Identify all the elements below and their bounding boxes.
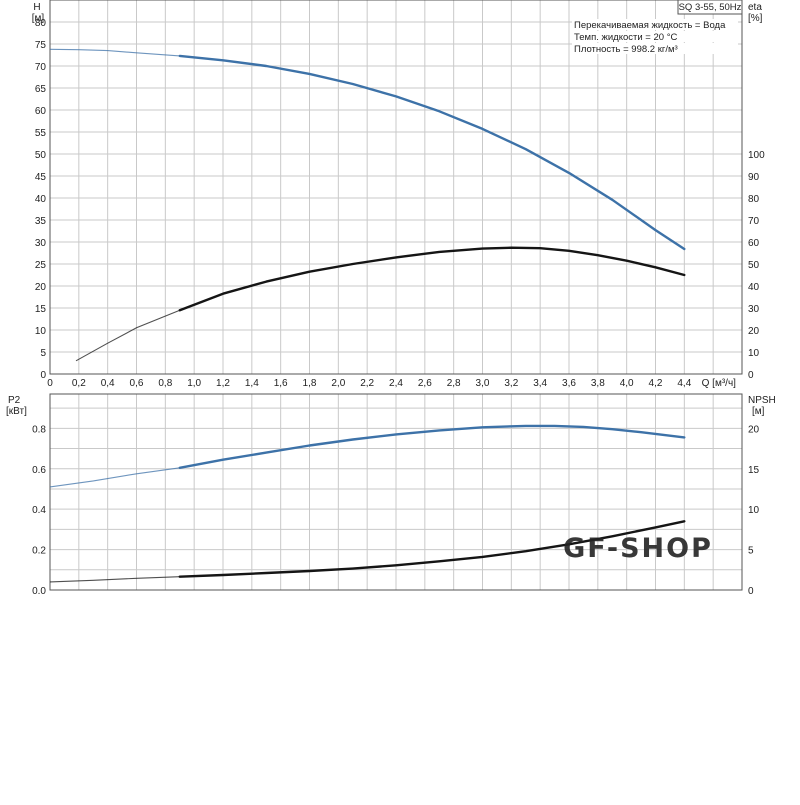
x-tick-label: 0,4 <box>101 378 115 389</box>
y-right-tick-bottom: 0 <box>748 586 754 597</box>
x-tick-label: 1,2 <box>216 378 230 389</box>
x-tick-label: 1,8 <box>303 378 317 389</box>
head-curve <box>178 54 686 251</box>
x-tick-label: 2,2 <box>360 378 374 389</box>
y-right-tick-top: 90 <box>748 172 760 183</box>
y-left-tick-top: 55 <box>35 128 47 139</box>
x-tick-label: 0,6 <box>130 378 144 389</box>
y-left-unit-top: [м] <box>32 13 45 24</box>
y-left-tick-bottom: 0.2 <box>32 546 46 557</box>
eta-curve <box>178 246 686 312</box>
grid-lines <box>49 0 743 591</box>
y-left-tick-bottom: 0.6 <box>32 465 46 476</box>
x-tick-label: 3,4 <box>533 378 547 389</box>
info-line: Перекачиваемая жидкость = Вода <box>574 20 726 31</box>
plot-frame-bottom <box>49 393 743 591</box>
y-left-label-top: H <box>33 2 40 13</box>
y-left-tick-top: 60 <box>35 106 47 117</box>
info-line: Плотность = 998.2 кг/м³ <box>574 44 678 55</box>
x-tick-label: 0,2 <box>72 378 86 389</box>
y-right-tick-top: 70 <box>748 216 760 227</box>
y-left-unit-bottom: [кВт] <box>6 406 27 417</box>
y-left-tick-bottom: 0.8 <box>32 424 46 435</box>
model-label: SQ 3-55, 50Hz <box>679 2 742 13</box>
y-left-tick-top: 70 <box>35 62 47 73</box>
x-tick-label: 1,4 <box>245 378 259 389</box>
x-tick-label: 4,4 <box>677 378 691 389</box>
x-tick-label: 3,0 <box>476 378 490 389</box>
y-right-tick-bottom: 10 <box>748 505 760 516</box>
y-left-tick-top: 20 <box>35 282 47 293</box>
y-right-unit-bottom: [м] <box>752 406 765 417</box>
y-right-tick-bottom: 15 <box>748 465 760 476</box>
y-right-tick-bottom: 5 <box>748 546 754 557</box>
x-tick-label: 3,6 <box>562 378 576 389</box>
x-tick-label: 1,0 <box>187 378 201 389</box>
y-right-tick-bottom: 20 <box>748 424 760 435</box>
x-tick-label: 3,8 <box>591 378 605 389</box>
npsh-curve-extended <box>49 576 180 583</box>
info-box: SQ 3-55, 50Hz Перекачиваемая жидкость = В… <box>572 0 743 55</box>
y-right-tick-top: 100 <box>748 150 765 161</box>
y-right-tick-top: 10 <box>748 348 760 359</box>
y-left-tick-top: 25 <box>35 260 47 271</box>
y-left-tick-bottom: 0.4 <box>32 505 46 516</box>
y-left-tick-top: 45 <box>35 172 47 183</box>
p2-curve <box>178 424 686 469</box>
y-left-tick-top: 35 <box>35 216 47 227</box>
p2-curve-extended <box>49 467 180 488</box>
y-left-tick-top: 30 <box>35 238 47 249</box>
head-curve-extended <box>49 48 180 57</box>
watermark-text: GF-SHOP <box>563 533 713 564</box>
y-left-tick-bottom: 0.0 <box>32 586 46 597</box>
y-left-tick-top: 40 <box>35 194 47 205</box>
x-tick-label: 3,2 <box>504 378 518 389</box>
x-tick-label: 2,4 <box>389 378 403 389</box>
y-left-tick-top: 5 <box>40 348 46 359</box>
x-tick-label: 2,6 <box>418 378 432 389</box>
y-left-tick-top: 0 <box>40 370 46 381</box>
y-right-tick-top: 0 <box>748 370 754 381</box>
y-left-tick-top: 75 <box>35 40 47 51</box>
y-left-tick-top: 10 <box>35 326 47 337</box>
y-right-unit-top: [%] <box>748 13 763 24</box>
x-tick-label: 4,0 <box>620 378 634 389</box>
npsh-curve <box>178 520 686 578</box>
y-right-label-bottom: NPSH <box>748 395 776 406</box>
x-tick-label: 0,8 <box>158 378 172 389</box>
x-tick-label: 0 <box>47 378 53 389</box>
tick-labels: 0510152025303540455055606570758001020304… <box>6 2 776 597</box>
y-right-tick-top: 20 <box>748 326 760 337</box>
x-tick-label: 4,2 <box>649 378 663 389</box>
y-right-tick-top: 60 <box>748 238 760 249</box>
model-badge <box>677 0 743 15</box>
eta-curve-extended <box>75 309 181 362</box>
info-line-bg <box>572 31 738 42</box>
x-axis-label: Q [м³/ч] <box>702 378 737 389</box>
x-tick-label: 2,0 <box>331 378 345 389</box>
x-tick-label: 1,6 <box>274 378 288 389</box>
info-line: Темп. жидкости = 20 °C <box>574 32 677 43</box>
info-line-bg <box>572 19 738 30</box>
y-right-tick-top: 50 <box>748 260 760 271</box>
x-tick-label: 2,8 <box>447 378 461 389</box>
y-right-tick-top: 80 <box>748 194 760 205</box>
y-left-tick-top: 15 <box>35 304 47 315</box>
y-left-tick-top: 50 <box>35 150 47 161</box>
info-line-bg <box>572 43 738 54</box>
y-left-tick-top: 80 <box>35 18 47 29</box>
y-left-tick-top: 65 <box>35 84 47 95</box>
y-right-tick-top: 40 <box>748 282 760 293</box>
y-right-label-top: eta <box>748 2 762 13</box>
y-right-tick-top: 30 <box>748 304 760 315</box>
plot-frame-top <box>49 0 743 375</box>
y-left-label-bottom: P2 <box>8 395 21 406</box>
